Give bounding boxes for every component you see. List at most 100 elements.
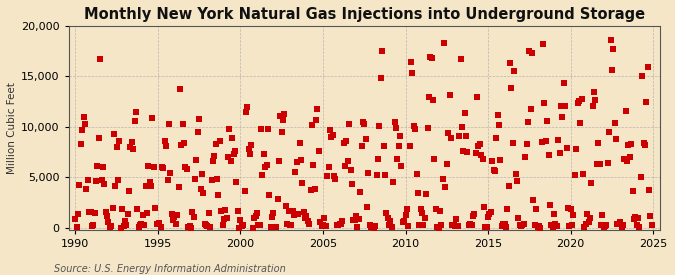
Point <box>518 222 529 226</box>
Point <box>205 225 215 230</box>
Point <box>234 226 244 230</box>
Point <box>203 210 214 215</box>
Point <box>115 226 126 230</box>
Point <box>360 137 371 141</box>
Point <box>364 223 375 227</box>
Point <box>488 168 499 172</box>
Point <box>517 223 528 228</box>
Point <box>325 128 335 132</box>
Point <box>122 212 133 217</box>
Point <box>383 223 394 227</box>
Point <box>209 153 220 158</box>
Point <box>416 211 427 215</box>
Point <box>82 178 93 183</box>
Point <box>275 114 286 119</box>
Point <box>583 220 594 224</box>
Point <box>76 142 86 146</box>
Point <box>575 121 586 125</box>
Point <box>175 87 186 92</box>
Point <box>162 178 173 182</box>
Point <box>167 218 178 222</box>
Point <box>386 225 397 229</box>
Point <box>619 157 630 162</box>
Point <box>493 123 504 127</box>
Point <box>267 215 277 219</box>
Point <box>452 224 463 228</box>
Point <box>271 225 281 229</box>
Point <box>367 224 378 229</box>
Point <box>150 206 161 211</box>
Point <box>535 226 546 230</box>
Point <box>206 178 217 182</box>
Point <box>472 95 483 99</box>
Point <box>371 173 382 178</box>
Point <box>310 118 321 122</box>
Point <box>73 212 84 216</box>
Point <box>635 175 646 179</box>
Point <box>192 130 203 134</box>
Point <box>394 144 404 148</box>
Point <box>433 226 444 230</box>
Point <box>212 176 223 181</box>
Point <box>179 141 190 145</box>
Point <box>158 165 169 170</box>
Point <box>121 223 132 227</box>
Point <box>284 208 294 213</box>
Point <box>418 222 429 227</box>
Point <box>602 161 613 166</box>
Point <box>362 205 373 209</box>
Point <box>176 143 187 147</box>
Point <box>195 187 206 192</box>
Point <box>215 139 225 144</box>
Point <box>134 222 145 227</box>
Point <box>359 121 370 126</box>
Point <box>502 206 513 211</box>
Point <box>556 104 566 109</box>
Point <box>510 171 521 176</box>
Point <box>107 206 118 210</box>
Point <box>238 223 248 228</box>
Point <box>211 142 221 147</box>
Point <box>441 161 452 166</box>
Point <box>117 207 128 211</box>
Point <box>227 136 238 140</box>
Point <box>595 223 606 227</box>
Point <box>187 210 198 214</box>
Point <box>252 211 263 215</box>
Point <box>322 174 333 178</box>
Title: Monthly New York Natural Gas Injections into Underground Storage: Monthly New York Natural Gas Injections … <box>84 7 645 22</box>
Point <box>330 177 341 181</box>
Point <box>81 186 92 191</box>
Point <box>221 216 232 220</box>
Point <box>244 152 255 156</box>
Point <box>268 211 279 215</box>
Point <box>292 160 302 164</box>
Point <box>514 222 525 227</box>
Point <box>601 222 612 227</box>
Point <box>603 130 614 135</box>
Point <box>128 147 138 152</box>
Point <box>321 224 331 228</box>
Point <box>521 142 532 146</box>
Point <box>298 210 309 214</box>
Point <box>454 134 464 139</box>
Point <box>259 152 269 156</box>
Point <box>436 223 447 227</box>
Point <box>110 184 121 188</box>
Point <box>565 206 576 211</box>
Point <box>133 225 144 229</box>
Point <box>641 100 651 104</box>
Point <box>288 208 298 213</box>
Point <box>385 219 396 224</box>
Point <box>217 222 228 227</box>
Point <box>495 158 506 162</box>
Point <box>593 141 603 145</box>
Point <box>574 99 585 103</box>
Point <box>305 188 316 192</box>
Point <box>184 224 195 228</box>
Point <box>381 211 392 216</box>
Point <box>566 223 577 227</box>
Point <box>223 155 234 159</box>
Point <box>74 183 85 187</box>
Point <box>105 224 115 229</box>
